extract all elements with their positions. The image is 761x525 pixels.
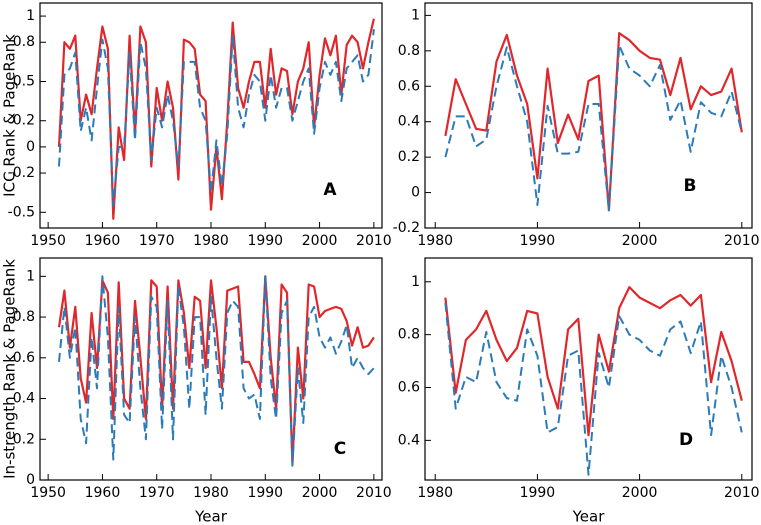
series-line <box>444 286 743 437</box>
x-tick-label: 2000 <box>622 233 658 249</box>
y-tick-label: -0.2 <box>8 165 35 181</box>
x-tick-label: 1980 <box>193 233 229 249</box>
x-tick-label: 2000 <box>622 485 658 501</box>
x-axis-label: Year <box>572 508 606 525</box>
x-tick-label: 1980 <box>417 485 453 501</box>
plot-frame <box>424 257 753 481</box>
x-axis-label: Year <box>194 508 228 525</box>
x-tick-label: 2010 <box>724 233 760 249</box>
y-tick-label: 0.4 <box>13 391 35 407</box>
y-tick-label: 1 <box>411 274 420 290</box>
y-axis-label: ICC Rank & PageRank <box>1 34 19 197</box>
x-tick-label: 1990 <box>247 485 283 501</box>
y-tick-label: 0.8 <box>398 43 420 59</box>
series-line <box>444 32 743 212</box>
x-tick-label: 2010 <box>356 233 392 249</box>
x-tick-label: 1990 <box>247 233 283 249</box>
y-tick-label: 0 <box>26 472 35 488</box>
y-tick-label: -0.2 <box>393 220 420 236</box>
y-tick-label: 0.8 <box>13 34 35 50</box>
y-tick-label: 0.8 <box>398 327 420 343</box>
x-tick-label: 1950 <box>30 233 66 249</box>
x-tick-label: 2000 <box>302 485 338 501</box>
y-tick-label: 0.2 <box>398 149 420 165</box>
panel-letter: C <box>334 439 346 459</box>
series-line <box>58 275 375 467</box>
y-tick-label: 1 <box>26 268 35 284</box>
y-tick-label: 1 <box>26 8 35 24</box>
y-tick-label: 0.2 <box>13 113 35 129</box>
panel-letter: A <box>323 180 337 200</box>
y-tick-label: 0.6 <box>398 78 420 94</box>
x-tick-label: 1990 <box>520 485 556 501</box>
x-tick-label: 1990 <box>520 233 556 249</box>
y-tick-label: 0.4 <box>398 114 420 130</box>
x-tick-label: 1980 <box>417 233 453 249</box>
y-tick-label: 0.5 <box>13 73 35 89</box>
y-tick-label: 0 <box>26 139 35 155</box>
panel-letter: B <box>684 176 697 196</box>
series-line <box>444 302 743 476</box>
y-tick-label: 0.6 <box>398 380 420 396</box>
x-tick-label: 1980 <box>193 485 229 501</box>
y-tick-label: 0 <box>411 185 420 201</box>
y-tick-label: -0.5 <box>8 204 35 220</box>
x-tick-label: 2010 <box>724 485 760 501</box>
y-tick-label: 0.2 <box>13 431 35 447</box>
y-tick-label: 0.6 <box>13 350 35 366</box>
x-tick-label: 2010 <box>356 485 392 501</box>
x-tick-label: 2000 <box>302 233 338 249</box>
x-tick-label: 1960 <box>85 233 121 249</box>
plot-frame <box>424 2 753 229</box>
y-tick-label: 0.8 <box>13 309 35 325</box>
series-line <box>58 29 375 207</box>
x-tick-label: 1960 <box>85 485 121 501</box>
y-axis-label: In-strength Rank & PageRank <box>1 259 19 479</box>
panel-letter: D <box>679 430 693 450</box>
y-tick-label: 1 <box>411 7 420 23</box>
x-tick-label: 1970 <box>139 485 175 501</box>
x-tick-label: 1970 <box>139 233 175 249</box>
series-line <box>444 44 743 212</box>
y-tick-label: 0.4 <box>398 432 420 448</box>
series-line <box>57 275 375 465</box>
x-tick-label: 1950 <box>30 485 66 501</box>
